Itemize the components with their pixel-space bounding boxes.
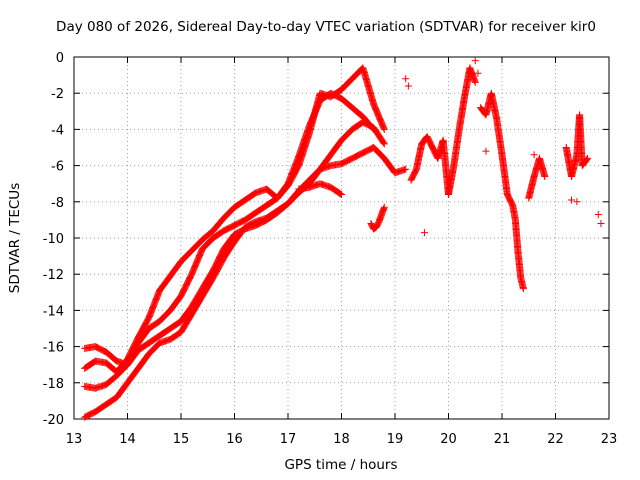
series-late-segment-4 bbox=[477, 89, 527, 293]
data-point bbox=[482, 147, 490, 155]
data-point bbox=[380, 125, 388, 133]
y-tick-label: -4 bbox=[51, 123, 64, 138]
data-point bbox=[474, 69, 482, 77]
tick-marks bbox=[73, 56, 610, 420]
y-tick-label: -16 bbox=[43, 341, 64, 356]
x-tick-label: 16 bbox=[226, 432, 243, 447]
data-point bbox=[420, 229, 428, 237]
data-point bbox=[594, 210, 602, 218]
y-tick-labels: 0 -2 -4 -6 -8 -10 -12 -14 -16 -18 -20 bbox=[43, 51, 64, 428]
chart-title: Day 080 of 2026, Sidereal Day-to-day VTE… bbox=[56, 19, 596, 35]
data-point bbox=[582, 156, 590, 164]
y-tick-label: -10 bbox=[43, 232, 64, 247]
data-point bbox=[402, 165, 410, 173]
data-point bbox=[380, 203, 388, 211]
y-tick-label: 0 bbox=[56, 51, 64, 66]
x-tick-label: 14 bbox=[119, 432, 136, 447]
series-track-a bbox=[81, 89, 378, 369]
y-tick-label: -6 bbox=[51, 160, 64, 175]
data-point bbox=[404, 82, 412, 90]
data-point bbox=[402, 75, 410, 83]
x-tick-label: 19 bbox=[387, 432, 404, 447]
data-point bbox=[337, 190, 345, 198]
series-track-d bbox=[81, 144, 410, 421]
data-point bbox=[568, 196, 576, 204]
series-late-segment-5 bbox=[525, 154, 549, 202]
grid-lines bbox=[74, 57, 609, 419]
y-tick-label: -14 bbox=[43, 304, 64, 319]
y-axis-label: SDTVAR / TECUs bbox=[7, 183, 23, 293]
series-track-b bbox=[81, 64, 388, 376]
series-late-segment-6 bbox=[562, 111, 592, 180]
x-tick-label: 21 bbox=[494, 432, 511, 447]
data-point bbox=[583, 155, 591, 163]
data-point bbox=[530, 151, 538, 159]
data-point bbox=[573, 198, 581, 206]
data-point bbox=[338, 191, 345, 199]
series-track-c bbox=[81, 118, 388, 392]
x-tick-label: 17 bbox=[280, 432, 297, 447]
series-late-segment-2 bbox=[367, 203, 388, 233]
series-isolated-points bbox=[402, 57, 605, 237]
x-tick-label: 23 bbox=[601, 432, 618, 447]
data-point bbox=[584, 154, 592, 162]
x-tick-label: 13 bbox=[66, 432, 83, 447]
data-points bbox=[81, 57, 605, 421]
x-tick-label: 22 bbox=[547, 432, 564, 447]
data-point bbox=[380, 139, 388, 147]
data-point bbox=[597, 220, 605, 228]
x-tick-label: 15 bbox=[173, 432, 190, 447]
series-late-segment-3 bbox=[407, 64, 479, 199]
x-axis-label: GPS time / hours bbox=[284, 457, 397, 473]
data-point bbox=[380, 140, 388, 148]
x-tick-label: 18 bbox=[333, 432, 350, 447]
x-tick-label: 20 bbox=[440, 432, 457, 447]
y-tick-label: -18 bbox=[43, 377, 64, 392]
data-point bbox=[471, 57, 479, 65]
y-tick-label: -2 bbox=[51, 87, 64, 102]
y-tick-label: -12 bbox=[43, 268, 64, 283]
data-point bbox=[541, 172, 549, 180]
data-point bbox=[471, 78, 479, 86]
data-point bbox=[519, 285, 527, 293]
series-late-segment-1 bbox=[295, 180, 345, 199]
x-tick-labels: 13 14 15 16 17 18 19 20 21 22 23 bbox=[66, 432, 618, 447]
y-tick-label: -8 bbox=[51, 196, 64, 211]
y-tick-label: -20 bbox=[43, 413, 64, 428]
